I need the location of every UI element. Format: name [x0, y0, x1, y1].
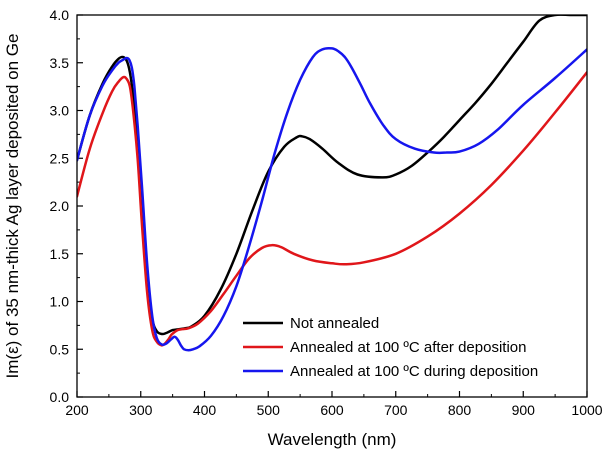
y-tick-label: 3.5 [50, 55, 70, 71]
x-tick-label: 400 [193, 402, 217, 418]
y-tick-label: 0.5 [50, 341, 70, 357]
y-tick-label: 3.0 [50, 103, 70, 119]
x-tick-label: 800 [448, 402, 472, 418]
x-tick-label: 700 [384, 402, 408, 418]
y-tick-label: 4.0 [50, 7, 70, 23]
plot-frame [76, 14, 588, 398]
y-tick-label: 0.0 [50, 389, 70, 405]
x-tick-label: 900 [512, 402, 536, 418]
series-line-2 [77, 71, 587, 347]
x-tick-label: 1000 [571, 402, 602, 418]
x-axis-title: Wavelength (nm) [268, 430, 397, 449]
legend-label: Not annealed [290, 315, 379, 332]
series-line-1 [77, 15, 587, 336]
y-tick-label: 2.0 [50, 198, 70, 214]
legend-label: Annealed at 100 ºC during deposition [290, 363, 538, 380]
x-tick-label: 500 [257, 402, 281, 418]
y-axis-title: Im(ε) of 35 nm-thick Ag layer deposited … [3, 34, 22, 379]
y-tick-label: 1.5 [50, 246, 70, 262]
x-tick-label: 300 [129, 402, 153, 418]
legend-label: Annealed at 100 ºC after deposition [290, 339, 526, 356]
legend: Not annealed Annealed at 100 ºC after dep… [243, 315, 538, 380]
tick-labels: 200 300 400 500 600 700 800 900 1000 0.0 0.5 1.0 1.5… [50, 7, 603, 418]
y-tick-label: 2.5 [50, 150, 70, 166]
series-layer [77, 15, 587, 352]
y-tick-label: 1.0 [50, 294, 70, 310]
x-tick-label: 200 [65, 402, 89, 418]
x-tick-label: 600 [320, 402, 344, 418]
series-line-3 [77, 46, 587, 352]
